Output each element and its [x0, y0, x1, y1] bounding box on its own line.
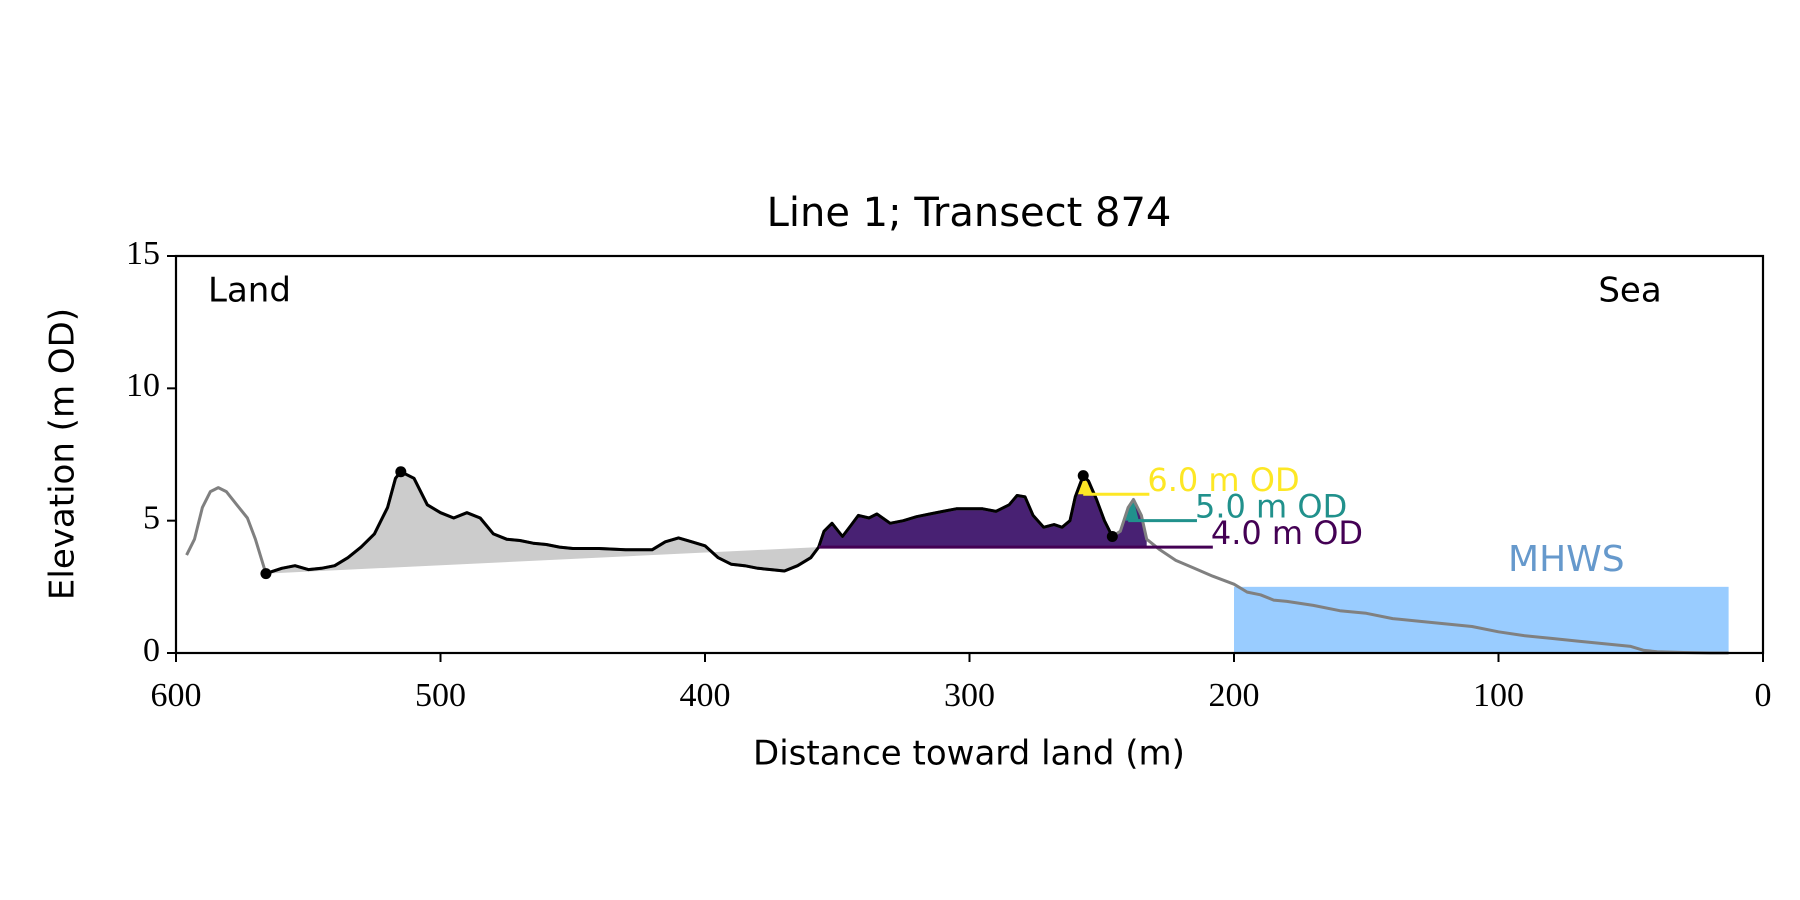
- chart-title: Line 1; Transect 874: [767, 190, 1172, 236]
- level-label: 6.0 m OD: [1147, 461, 1299, 499]
- x-tick-label: 100: [1473, 677, 1524, 714]
- y-tick-label: 0: [143, 632, 160, 669]
- x-tick-label: 300: [944, 677, 995, 714]
- y-axis-label: Elevation (m OD): [43, 308, 83, 600]
- x-tick-label: 600: [151, 677, 202, 714]
- y-tick-label: 5: [143, 499, 160, 536]
- x-tick-label: 0: [1755, 677, 1772, 714]
- point: [1106, 531, 1118, 543]
- point: [260, 568, 272, 580]
- level-label: 4.0 m OD: [1211, 514, 1363, 552]
- x-tick-label: 500: [415, 677, 466, 714]
- y-tick-label: 10: [126, 367, 160, 404]
- land-label: Land: [208, 271, 291, 311]
- level-area: [818, 475, 1147, 548]
- y-tick-label: 15: [126, 235, 160, 272]
- x-axis-label: Distance toward land (m): [753, 734, 1185, 774]
- x-tick-label: 200: [1209, 677, 1260, 714]
- profile-line: [265, 470, 1114, 576]
- mhws-label: MHWS: [1508, 539, 1625, 580]
- point: [1077, 470, 1089, 482]
- mhws-band: [1234, 586, 1729, 653]
- x-tick-label: 400: [680, 677, 731, 714]
- level-area: [1125, 499, 1139, 521]
- point: [395, 466, 407, 478]
- sea-label: Sea: [1598, 271, 1661, 311]
- baseline-area: [265, 471, 819, 574]
- level-label: 5.0 m OD: [1195, 488, 1347, 526]
